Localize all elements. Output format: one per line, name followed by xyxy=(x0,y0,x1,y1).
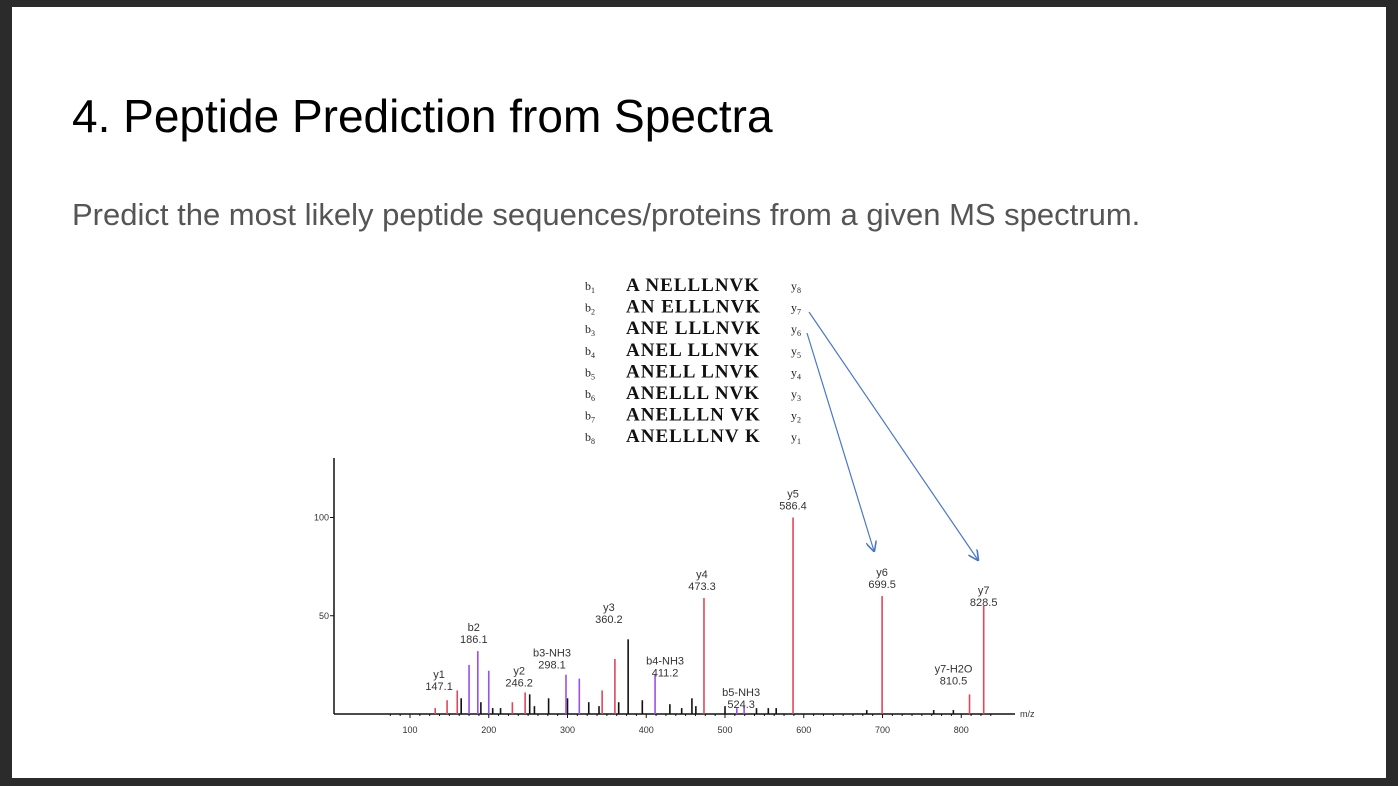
peak-label: y7 xyxy=(978,585,990,597)
arrow-to-y6 xyxy=(806,332,874,551)
fragment-sequence: AN ELLLNVK xyxy=(626,297,761,318)
y-ion-index: 5 xyxy=(797,351,801,360)
slide: 4. Peptide Prediction from Spectra Predi… xyxy=(12,7,1386,778)
x-tick-label: 100 xyxy=(402,725,417,735)
annotation-arrows xyxy=(806,311,978,560)
fragment-sequence: ANELLL NVK xyxy=(626,383,760,404)
x-tick-label: 700 xyxy=(875,725,890,735)
y-ion-index: 7 xyxy=(797,308,801,317)
peak-label: y6 xyxy=(876,567,888,579)
b-ion-label: b7 xyxy=(585,409,595,425)
fragment-sequence: ANE LLLNVK xyxy=(626,318,761,339)
y-ion-index: 8 xyxy=(797,286,801,295)
y-ion-label: y3 xyxy=(791,387,801,403)
y-ion-label: y8 xyxy=(791,279,801,295)
peak-mz-label: 473.3 xyxy=(688,581,716,593)
x-tick-label: 200 xyxy=(481,725,496,735)
b-ion-index: 6 xyxy=(591,394,595,403)
peak-mz-label: 147.1 xyxy=(425,681,453,693)
peak-label: b2 xyxy=(468,622,480,634)
peak-label: y7-H2O xyxy=(935,663,973,675)
b-ion-label: b6 xyxy=(585,387,595,403)
x-axis-unit: m/z xyxy=(1020,709,1035,719)
y-ion-label: y7 xyxy=(791,301,801,317)
peak-label: y1 xyxy=(433,669,445,681)
slide-subtitle: Predict the most likely peptide sequence… xyxy=(72,197,1141,232)
y-ion-label: y4 xyxy=(791,365,801,381)
fragment-sequence: ANELLLNV K xyxy=(626,426,761,447)
peak-mz-label: 246.2 xyxy=(505,677,533,689)
y-ion-index: 1 xyxy=(797,437,801,446)
peak-mz-label: 298.1 xyxy=(538,660,566,672)
peak-label: y3 xyxy=(603,602,615,614)
b-ion-index: 3 xyxy=(591,329,595,338)
peak-mz-label: 360.2 xyxy=(595,614,623,626)
slide-title: 4. Peptide Prediction from Spectra xyxy=(72,90,773,142)
y-tick-label: 50 xyxy=(319,611,329,621)
y-ion-label: y2 xyxy=(791,409,801,425)
y-ion-index: 3 xyxy=(797,394,801,403)
b-ion-index: 8 xyxy=(591,437,595,446)
b-ion-label: b3 xyxy=(585,322,595,338)
peak-mz-label: 586.4 xyxy=(779,501,807,513)
x-tick-label: 400 xyxy=(639,725,654,735)
b-ion-label: b2 xyxy=(585,301,595,317)
x-tick-label: 600 xyxy=(796,725,811,735)
fragment-table: b1 A NELLLNVK y8 b2 AN ELLLNVK y7 b3 ANE LLLNVK… xyxy=(585,275,801,447)
b-ion-index: 1 xyxy=(591,286,595,295)
peak-mz-label: 828.5 xyxy=(970,597,998,609)
fragment-sequence: A NELLLNVK xyxy=(626,275,760,296)
peak-mz-label: 810.5 xyxy=(940,675,968,687)
y-ion-index: 6 xyxy=(797,329,801,338)
b-ion-label: b4 xyxy=(585,344,595,360)
y-tick-label: 100 xyxy=(314,513,329,523)
b-ion-index: 2 xyxy=(591,308,595,317)
b-ion-index: 5 xyxy=(591,372,595,381)
y-ion-label: y1 xyxy=(791,430,801,446)
peak-mz-label: 524.3 xyxy=(727,699,755,711)
b-ion-label: b8 xyxy=(585,430,595,446)
fragment-sequence: ANEL LLNVK xyxy=(626,340,760,361)
fragment-sequence: ANELL LNVK xyxy=(626,361,760,382)
y-ion-label: y6 xyxy=(791,322,801,338)
peak-label: y2 xyxy=(513,665,525,677)
x-tick-label: 800 xyxy=(954,725,969,735)
b-ion-label: b5 xyxy=(585,365,595,381)
peak-label: b4-NH3 xyxy=(646,656,684,668)
peak-label: y4 xyxy=(696,569,708,581)
arrow-to-y7 xyxy=(808,311,978,560)
b-ion-index: 4 xyxy=(591,351,595,360)
peak-mz-label: 699.5 xyxy=(868,579,896,591)
peak-label: b3-NH3 xyxy=(533,648,571,660)
peak-mz-label: 186.1 xyxy=(460,634,488,646)
b-ion-index: 7 xyxy=(591,416,595,425)
peak-label: y5 xyxy=(787,489,799,501)
fragment-sequence: ANELLLN VK xyxy=(626,405,761,426)
x-tick-label: 500 xyxy=(717,725,732,735)
peak-mz-label: 411.2 xyxy=(652,668,679,680)
y-ion-label: y5 xyxy=(791,344,801,360)
b-ion-label: b1 xyxy=(585,279,595,295)
peak-label: b5-NH3 xyxy=(722,687,760,699)
y-ion-index: 2 xyxy=(797,416,801,425)
y-ion-index: 4 xyxy=(797,372,801,381)
x-tick-label: 300 xyxy=(560,725,575,735)
